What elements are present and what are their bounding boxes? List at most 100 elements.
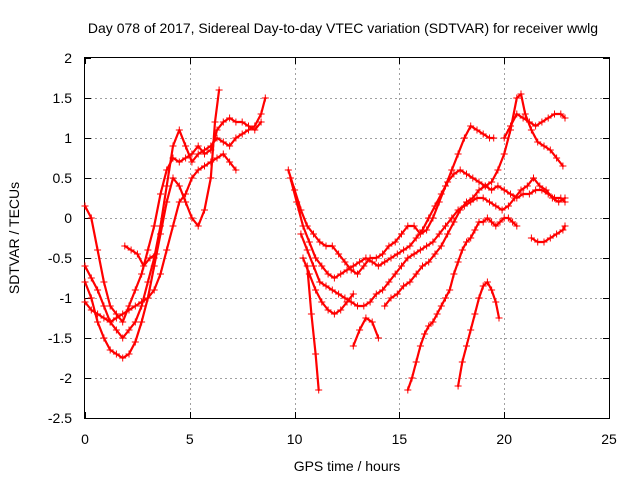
data-point bbox=[463, 342, 470, 350]
data-point bbox=[551, 110, 558, 118]
data-point bbox=[513, 94, 521, 102]
data-point bbox=[483, 214, 491, 222]
data-point bbox=[536, 182, 544, 190]
data-point bbox=[144, 294, 152, 302]
data-point bbox=[483, 278, 491, 286]
data-point bbox=[322, 282, 330, 290]
data-point bbox=[458, 358, 466, 366]
data-point bbox=[404, 222, 412, 230]
data-point bbox=[324, 306, 332, 314]
data-point bbox=[163, 198, 171, 206]
data-point bbox=[454, 258, 462, 266]
x-tick-label: 5 bbox=[186, 431, 194, 447]
data-point bbox=[385, 242, 393, 250]
data-point bbox=[232, 118, 240, 126]
data-point bbox=[404, 254, 412, 262]
data-point bbox=[513, 222, 521, 230]
data-point bbox=[94, 318, 102, 326]
data-point bbox=[356, 258, 364, 266]
data-point bbox=[467, 326, 475, 334]
data-point bbox=[442, 294, 449, 302]
data-point bbox=[360, 262, 368, 270]
x-tick-label: 25 bbox=[601, 431, 617, 447]
data-point bbox=[381, 258, 389, 266]
data-point bbox=[362, 254, 370, 262]
data-point bbox=[488, 178, 496, 186]
data-point bbox=[94, 286, 102, 294]
data-point bbox=[219, 118, 227, 126]
data-point bbox=[157, 190, 164, 198]
data-point bbox=[303, 246, 311, 254]
data-point bbox=[507, 122, 514, 130]
data-point bbox=[316, 238, 324, 246]
data-point bbox=[525, 118, 533, 126]
data-point bbox=[435, 230, 443, 238]
data-point bbox=[511, 194, 519, 202]
y-axis-label: SDTVAR / TECUs bbox=[6, 182, 22, 294]
data-point bbox=[561, 222, 569, 230]
data-point bbox=[494, 166, 502, 174]
series-arc-j bbox=[303, 262, 323, 394]
data-point bbox=[328, 286, 336, 294]
data-point bbox=[479, 194, 487, 202]
data-point bbox=[119, 310, 127, 318]
data-point bbox=[429, 238, 437, 246]
series-arc-m bbox=[500, 110, 569, 142]
data-point bbox=[207, 158, 215, 166]
data-point bbox=[238, 118, 246, 126]
data-point bbox=[456, 206, 464, 214]
data-point bbox=[194, 166, 202, 174]
data-point bbox=[310, 262, 317, 270]
data-point bbox=[310, 230, 317, 238]
data-point bbox=[119, 354, 127, 362]
data-point bbox=[488, 286, 496, 294]
data-point bbox=[527, 126, 535, 134]
data-point bbox=[540, 238, 548, 246]
data-point bbox=[152, 250, 160, 258]
data-point bbox=[219, 138, 227, 146]
data-point bbox=[374, 262, 382, 270]
data-point bbox=[448, 214, 456, 222]
data-point bbox=[532, 122, 540, 130]
data-point bbox=[463, 198, 470, 206]
data-point bbox=[238, 130, 246, 138]
data-point bbox=[81, 278, 89, 286]
data-point bbox=[471, 310, 479, 318]
data-point bbox=[175, 126, 183, 134]
data-point bbox=[495, 314, 503, 322]
series-arc-h bbox=[297, 174, 569, 310]
y-tick-label: 2 bbox=[64, 50, 72, 66]
data-point bbox=[454, 382, 462, 390]
data-point bbox=[131, 338, 139, 346]
data-point bbox=[316, 278, 324, 286]
data-point bbox=[519, 114, 527, 122]
data-point bbox=[150, 222, 158, 230]
data-point bbox=[144, 246, 152, 254]
data-point bbox=[94, 310, 102, 318]
data-point bbox=[207, 174, 215, 182]
data-point bbox=[393, 290, 401, 298]
data-point bbox=[125, 306, 133, 314]
data-point bbox=[81, 262, 89, 270]
data-point bbox=[175, 198, 183, 206]
data-point bbox=[423, 242, 431, 250]
data-point bbox=[211, 118, 219, 126]
data-point bbox=[307, 310, 315, 318]
series-line bbox=[123, 244, 158, 268]
data-point bbox=[444, 230, 452, 238]
data-point bbox=[341, 294, 349, 302]
data-point bbox=[330, 310, 338, 318]
data-point bbox=[112, 326, 120, 334]
data-point bbox=[232, 166, 240, 174]
data-point bbox=[530, 174, 537, 182]
series-arc-i bbox=[299, 254, 357, 318]
data-point bbox=[305, 238, 313, 246]
data-point bbox=[548, 194, 556, 202]
data-point bbox=[100, 334, 108, 342]
data-point bbox=[546, 146, 554, 154]
data-point bbox=[500, 134, 508, 142]
data-point bbox=[157, 230, 164, 238]
data-point bbox=[245, 126, 252, 134]
data-point bbox=[188, 158, 196, 166]
data-point bbox=[81, 298, 89, 306]
